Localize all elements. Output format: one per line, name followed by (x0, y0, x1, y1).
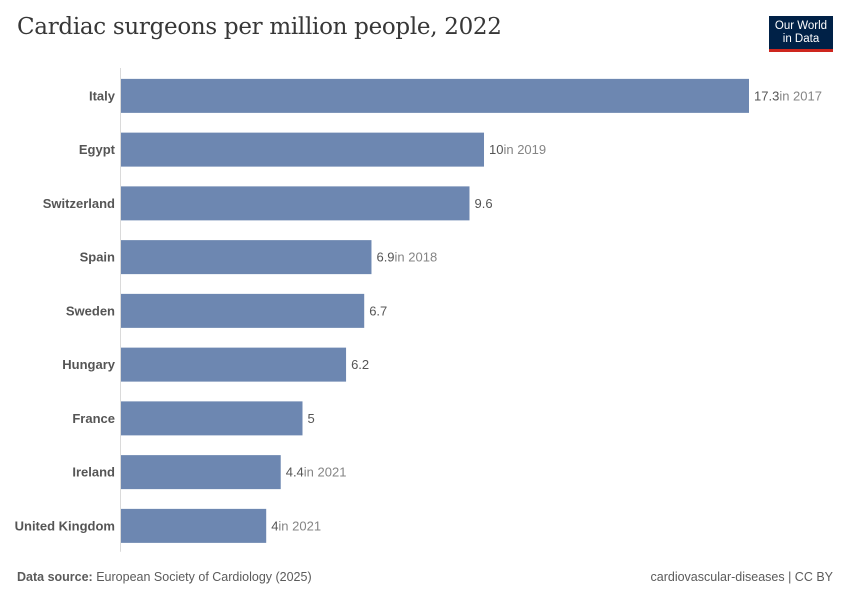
value-text: 6.9 (376, 250, 394, 265)
value-label: 4in 2021 (271, 518, 321, 533)
value-text: 4 (271, 518, 278, 533)
value-text: 4.4 (286, 465, 304, 480)
value-text: 6.2 (351, 357, 369, 372)
bar (121, 455, 281, 490)
category-label: Spain (80, 250, 115, 265)
year-note: in 2018 (395, 250, 438, 265)
category-label: Hungary (62, 357, 116, 372)
category-label: Egypt (79, 142, 116, 157)
value-label: 10in 2019 (489, 142, 546, 157)
value-label: 6.2 (351, 357, 369, 372)
year-note: in 2017 (779, 88, 822, 103)
source-label: Data source: (17, 570, 93, 584)
chart-title: Cardiac surgeons per million people, 202… (17, 14, 502, 40)
year-note: in 2021 (278, 518, 321, 533)
category-label: Switzerland (43, 196, 115, 211)
bar (121, 240, 372, 275)
value-text: 10 (489, 142, 503, 157)
year-note: in 2021 (304, 465, 347, 480)
value-label: 5 (308, 411, 315, 426)
bar (121, 132, 485, 167)
value-label: 6.9in 2018 (376, 250, 437, 265)
value-label: 9.6 (474, 196, 492, 211)
owid-logo[interactable]: Our World in Data (769, 16, 833, 52)
category-label: United Kingdom (15, 518, 115, 533)
category-label: Sweden (66, 303, 115, 318)
source-text: European Society of Cardiology (2025) (96, 570, 312, 584)
value-label: 17.3in 2017 (754, 88, 822, 103)
bar (121, 401, 303, 436)
logo-line-2: in Data (782, 33, 820, 45)
value-text: 6.7 (369, 303, 387, 318)
bar (121, 78, 749, 113)
value-label: 6.7 (369, 303, 387, 318)
value-text: 9.6 (474, 196, 492, 211)
category-label: Italy (89, 88, 116, 103)
year-note: in 2019 (503, 142, 546, 157)
value-text: 17.3 (754, 88, 779, 103)
bar (121, 347, 347, 382)
data-source: Data source: European Society of Cardiol… (17, 570, 312, 584)
value-text: 5 (308, 411, 315, 426)
footer-right[interactable]: cardiovascular-diseases | CC BY (650, 570, 833, 584)
bar (121, 293, 365, 328)
category-label: France (72, 411, 115, 426)
bar (121, 508, 267, 543)
bar (121, 186, 470, 221)
value-label: 4.4in 2021 (286, 465, 347, 480)
logo-line-1: Our World (774, 20, 828, 32)
category-label: Ireland (72, 465, 115, 480)
